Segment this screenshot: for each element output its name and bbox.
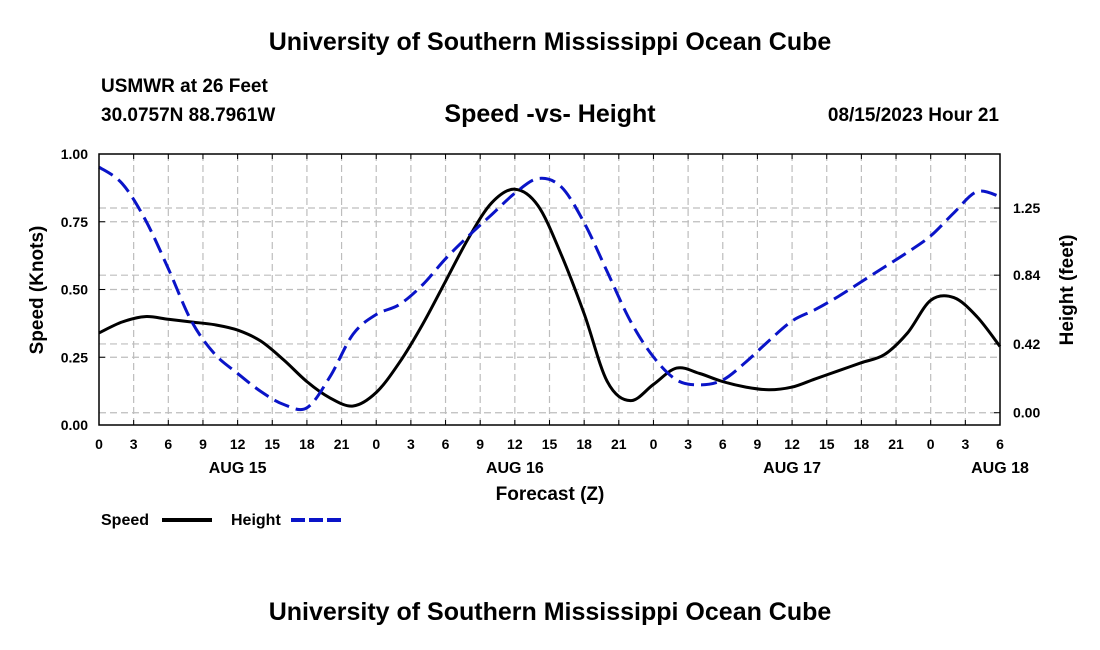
x-tick-label: 3 (961, 436, 969, 452)
chart-legend: Speed Height (101, 512, 343, 529)
page-title-top: University of Southern Mississippi Ocean… (268, 28, 832, 56)
x-tick-label: 15 (264, 436, 280, 452)
x-date-label: AUG 15 (209, 460, 267, 477)
y-tick-label-right: 0.00 (1013, 405, 1040, 421)
x-tick-label: 21 (888, 436, 904, 452)
x-tick-label: 0 (372, 436, 380, 452)
x-tick-label: 21 (611, 436, 627, 452)
x-tick-label: 0 (927, 436, 935, 452)
x-date-label: AUG 16 (486, 460, 544, 477)
x-tick-label: 3 (684, 436, 692, 452)
station-coordinates: 30.0757N 88.7961W (101, 105, 276, 126)
chart-series (98, 165, 1002, 412)
x-tick-label: 3 (130, 436, 138, 452)
x-tick-label: 15 (819, 436, 835, 452)
chart-axes: 0 3 6 9 12 15 18 21 0 3 6 9 12 15 18 21 0 3 6 9 12 15 18 21 0 3 6 A… (61, 146, 1041, 477)
x-tick-label: 18 (854, 436, 870, 452)
x-tick-label: 9 (754, 436, 762, 452)
y-axis-label-left: Speed (Knots) (27, 226, 48, 355)
x-tick-label: 12 (507, 436, 523, 452)
y-tick-label-left: 0.00 (61, 417, 88, 433)
x-tick-label: 6 (996, 436, 1004, 452)
forecast-date: 08/15/2023 Hour 21 (827, 105, 999, 126)
x-tick-label: 0 (650, 436, 658, 452)
x-tick-label: 3 (407, 436, 415, 452)
legend-label-height: Height (231, 512, 281, 529)
x-tick-label: 9 (476, 436, 484, 452)
x-tick-label: 9 (199, 436, 207, 452)
x-tick-label: 12 (230, 436, 246, 452)
y-tick-label-right: 0.84 (1013, 267, 1040, 283)
speed-series-line (98, 187, 1002, 408)
y-tick-label-left: 1.00 (61, 146, 88, 162)
x-tick-label: 6 (164, 436, 172, 452)
legend-label-speed: Speed (101, 512, 149, 529)
x-tick-label: 12 (784, 436, 800, 452)
x-date-label: AUG 17 (763, 460, 821, 477)
x-tick-label: 0 (95, 436, 103, 452)
height-series-line (98, 165, 1001, 412)
x-date-label: AUG 18 (971, 460, 1029, 477)
chart-title: Speed -vs- Height (444, 100, 656, 128)
y-tick-label-left: 0.25 (61, 349, 88, 365)
y-axis-label-right: Height (feet) (1057, 235, 1078, 346)
x-tick-label: 15 (542, 436, 558, 452)
x-tick-label: 18 (576, 436, 592, 452)
chart-grid (99, 154, 1000, 425)
x-tick-label: 6 (719, 436, 727, 452)
y-tick-label-left: 0.75 (61, 214, 88, 230)
x-tick-label: 6 (442, 436, 450, 452)
page-title-bottom: University of Southern Mississippi Ocean… (268, 598, 832, 626)
x-axis-label: Forecast (Z) (496, 484, 605, 505)
station-name: USMWR at 26 Feet (101, 76, 268, 97)
y-tick-label-left: 0.50 (61, 282, 88, 298)
x-tick-label: 18 (299, 436, 315, 452)
y-tick-label-right: 0.42 (1013, 336, 1040, 352)
y-tick-label-right: 1.25 (1013, 200, 1040, 216)
x-tick-label: 21 (334, 436, 350, 452)
